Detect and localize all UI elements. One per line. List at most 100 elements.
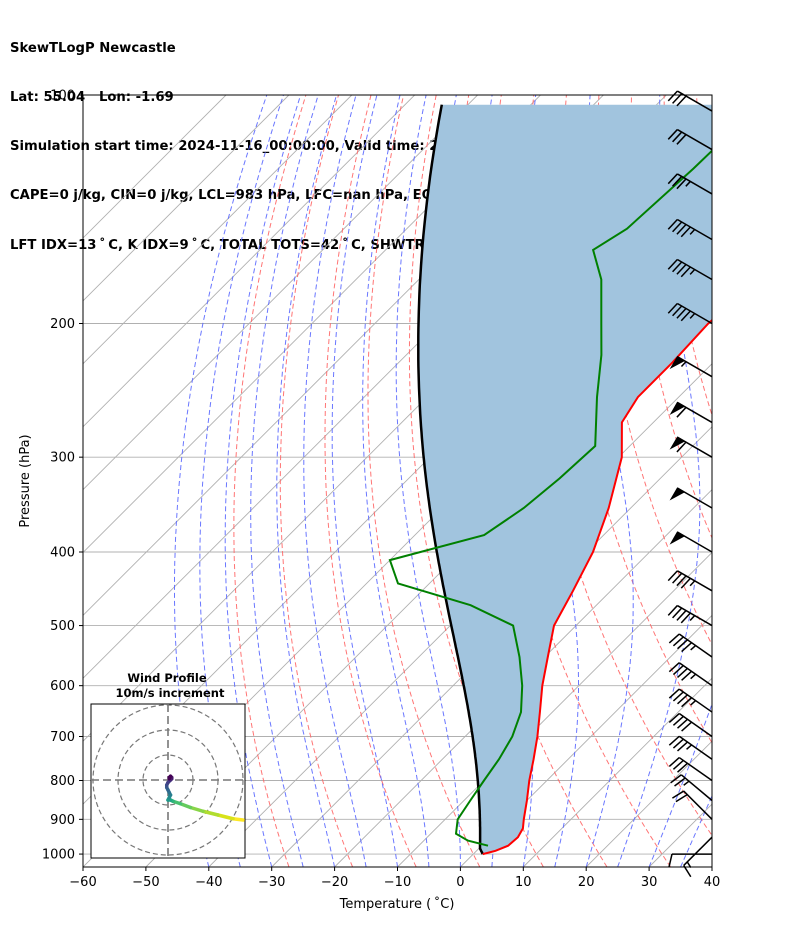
wind-barb — [668, 662, 713, 687]
dry-adiabat-line — [367, 95, 481, 867]
y-tick-label: 900 — [50, 813, 75, 828]
barb-staff — [676, 128, 713, 151]
barb-full — [672, 759, 684, 770]
isotherm-line — [334, 488, 712, 867]
parcel-profile-line — [417, 104, 484, 855]
isotherm-line — [83, 95, 227, 239]
y-tick-label: 400 — [50, 546, 75, 561]
y-tick-label: 1000 — [42, 848, 75, 863]
barb-full — [672, 175, 683, 187]
moist-adiabat-line — [362, 95, 430, 867]
barb-flag — [669, 487, 686, 501]
barb-full — [677, 762, 688, 773]
barb-full — [672, 715, 684, 726]
barb-full — [677, 639, 688, 650]
wind-barb — [669, 487, 713, 509]
barb-staff — [678, 735, 713, 760]
moist-adiabat-line — [680, 794, 712, 867]
moist-adiabat-line — [303, 95, 367, 867]
barb-full — [668, 712, 680, 724]
barb-half — [689, 228, 696, 235]
isotherm-line — [460, 614, 712, 867]
barb-full — [668, 662, 680, 673]
barb-full — [681, 721, 693, 732]
isotherm-line — [711, 866, 712, 867]
moist-adiabat-line — [711, 865, 712, 867]
wind-barb — [667, 258, 713, 281]
barb-full — [677, 718, 688, 729]
wind-barb — [667, 302, 713, 325]
barb-full — [672, 607, 683, 619]
barb-staff — [683, 836, 713, 866]
isotherm-line — [83, 95, 541, 554]
barb-full — [676, 575, 687, 587]
wind-barb — [669, 356, 713, 378]
y-tick-label: 200 — [50, 317, 75, 332]
barb-flag — [669, 356, 686, 370]
hodograph-segment — [201, 809, 220, 817]
barb-half — [689, 268, 696, 275]
barb-full — [670, 774, 682, 784]
barb-full — [676, 95, 687, 107]
profile-series — [388, 104, 712, 856]
barb-full — [672, 305, 683, 317]
barb-staff — [676, 90, 713, 112]
barb-half — [686, 744, 693, 750]
barb-full — [680, 226, 691, 238]
moist-adiabat-line — [174, 95, 268, 867]
dewpoint-line — [388, 149, 712, 847]
x-tick-label: −10 — [384, 875, 411, 890]
x-tick-label: −60 — [69, 875, 96, 890]
barb-full — [676, 610, 687, 621]
barb-half — [685, 180, 691, 187]
hodograph-plot — [91, 704, 245, 858]
barb-full — [672, 738, 684, 749]
x-tick-label: −20 — [321, 875, 348, 890]
barb-staff — [678, 756, 713, 782]
x-tick-label: 0 — [456, 875, 464, 890]
hodograph-segment — [178, 802, 193, 810]
barb-full — [672, 665, 684, 676]
wind-barb — [668, 756, 713, 782]
barb-staff — [680, 774, 713, 802]
barb-full — [680, 612, 691, 624]
moist-adiabat-line — [395, 95, 461, 867]
x-axis-label: Temperature ( ˚C) — [339, 896, 455, 912]
barb-full — [667, 258, 678, 270]
dry-adiabat-line — [233, 95, 307, 867]
hodograph-subtitle: 10m/s increment — [116, 686, 225, 700]
barb-full — [668, 688, 680, 699]
wind-barb — [667, 570, 713, 592]
barb-staff — [676, 173, 713, 195]
barb-full — [676, 441, 687, 453]
y-tick-label: 100 — [50, 89, 75, 104]
isotherm-line — [83, 95, 353, 365]
x-tick-label: 20 — [578, 875, 595, 890]
barb-full — [681, 697, 693, 708]
barb-full — [674, 777, 686, 787]
barb-full — [680, 266, 691, 278]
moist-adiabat-line — [250, 95, 319, 867]
barb-full — [676, 223, 687, 235]
cin-shaded-area — [418, 104, 712, 855]
barb-full — [672, 131, 683, 143]
barb-full — [667, 129, 678, 140]
dry-adiabat-line — [663, 95, 712, 417]
barb-full — [672, 691, 684, 702]
barb-flag — [669, 401, 686, 415]
moist-adiabat-line — [617, 95, 701, 867]
barb-half — [689, 312, 696, 319]
dry-adiabat-line — [324, 95, 417, 867]
moist-adiabat-line — [276, 95, 337, 867]
barb-half — [690, 700, 697, 706]
dry-adiabat-line — [729, 95, 794, 867]
barb-full — [672, 790, 685, 799]
dry-adiabat-line — [279, 95, 354, 867]
barb-full — [680, 577, 691, 589]
barb-half — [690, 644, 697, 651]
barb-full — [677, 741, 688, 752]
moist-adiabat-line — [199, 95, 284, 867]
wind-barb — [669, 436, 713, 458]
isotherm-line — [83, 95, 478, 491]
